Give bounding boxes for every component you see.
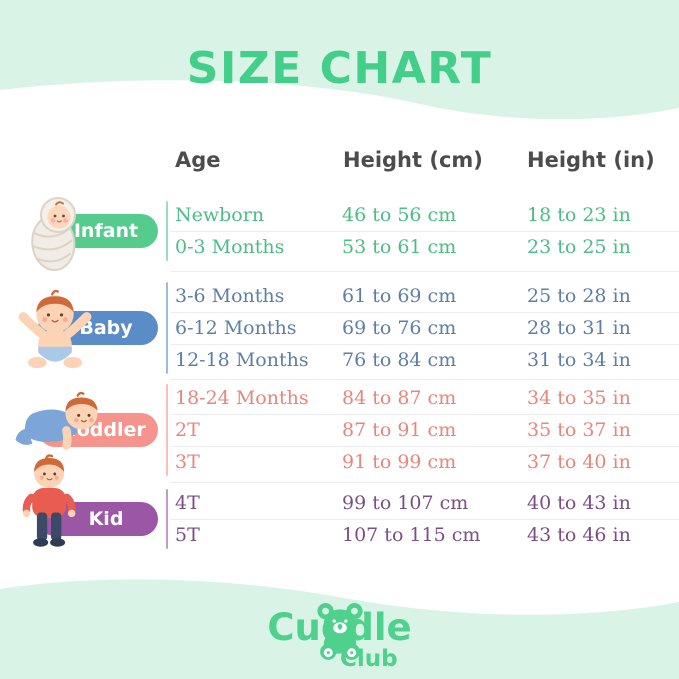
height-in-cell: 18 to 23 in bbox=[527, 204, 631, 226]
table-row: 3-6 Months 61 to 69 cm 25 to 28 in bbox=[0, 280, 679, 312]
group-label-pill: Baby bbox=[38, 311, 158, 345]
table-row: 4T 99 to 107 cm 40 to 43 in bbox=[0, 487, 679, 519]
height-in-cell: 37 to 40 in bbox=[527, 451, 631, 473]
group-accent-line bbox=[166, 201, 168, 261]
table-row: 0-3 Months 53 to 61 cm 23 to 25 in bbox=[0, 231, 679, 263]
crawling-toddler-illustration bbox=[8, 387, 106, 455]
size-group-toddler: Toddler 18-24 Months 84 to 87 cm 34 to 35 i… bbox=[0, 382, 679, 478]
group-accent-line bbox=[166, 384, 168, 476]
age-cell: 6-12 Months bbox=[175, 317, 297, 339]
age-cell: 3T bbox=[175, 451, 200, 473]
table-row: Newborn 46 to 56 cm 18 to 23 in bbox=[0, 199, 679, 231]
age-cell: 5T bbox=[175, 524, 200, 546]
standing-kid-illustration bbox=[20, 454, 82, 554]
table-row: 5T 107 to 115 cm 43 to 46 in bbox=[0, 519, 679, 551]
height-in-cell: 35 to 37 in bbox=[527, 419, 631, 441]
group-badge-kid: Kid bbox=[0, 454, 170, 547]
table-row: 2T 87 to 91 cm 35 to 37 in bbox=[0, 414, 679, 446]
page-title: SIZE CHART bbox=[186, 43, 493, 95]
column-header-age: Age bbox=[175, 148, 221, 172]
column-header-height-in: Height (in) bbox=[527, 148, 655, 172]
column-header-height-cm: Height (cm) bbox=[343, 148, 483, 172]
age-cell: 4T bbox=[175, 492, 200, 514]
age-cell: 2T bbox=[175, 419, 200, 441]
height-cm-cell: 61 to 69 cm bbox=[342, 285, 457, 307]
brand-logo: Cuddle Club bbox=[0, 601, 679, 671]
group-divider bbox=[170, 379, 679, 380]
top-wave-decoration bbox=[0, 0, 679, 120]
swaddled-baby-illustration bbox=[16, 190, 94, 278]
group-divider bbox=[170, 482, 679, 483]
group-badge-infant: Infant bbox=[0, 197, 170, 272]
table-row: 6-12 Months 69 to 76 cm 28 to 31 in bbox=[0, 312, 679, 344]
height-in-cell: 23 to 25 in bbox=[527, 236, 631, 258]
age-cell: 18-24 Months bbox=[175, 387, 309, 409]
height-cm-cell: 46 to 56 cm bbox=[342, 204, 457, 226]
height-cm-cell: 76 to 84 cm bbox=[342, 349, 457, 371]
height-cm-cell: 69 to 76 cm bbox=[342, 317, 457, 339]
teddy-bear-icon bbox=[312, 601, 368, 661]
height-in-cell: 43 to 46 in bbox=[527, 524, 631, 546]
height-cm-cell: 84 to 87 cm bbox=[342, 387, 457, 409]
size-group-baby: Baby 3-6 Months 61 to 69 cm 25 to 28 in 6-12… bbox=[0, 280, 679, 376]
height-cm-cell: 107 to 115 cm bbox=[342, 524, 481, 546]
height-cm-cell: 99 to 107 cm bbox=[342, 492, 469, 514]
size-group-infant: Infant Newborn 46 to 56 cm 18 to 23 in 0-3 M… bbox=[0, 197, 679, 272]
age-cell: Newborn bbox=[175, 204, 265, 226]
age-cell: 12-18 Months bbox=[175, 349, 309, 371]
table-row: 12-18 Months 76 to 84 cm 31 to 34 in bbox=[0, 344, 679, 376]
age-cell: 0-3 Months bbox=[175, 236, 285, 258]
height-in-cell: 28 to 31 in bbox=[527, 317, 631, 339]
height-cm-cell: 91 to 99 cm bbox=[342, 451, 457, 473]
group-accent-line bbox=[166, 489, 168, 549]
height-in-cell: 34 to 35 in bbox=[527, 387, 631, 409]
height-in-cell: 25 to 28 in bbox=[527, 285, 631, 307]
height-cm-cell: 53 to 61 cm bbox=[342, 236, 457, 258]
table-row: 18-24 Months 84 to 87 cm 34 to 35 in bbox=[0, 382, 679, 414]
height-in-cell: 31 to 34 in bbox=[527, 349, 631, 371]
height-cm-cell: 87 to 91 cm bbox=[342, 419, 457, 441]
table-row: 3T 91 to 99 cm 37 to 40 in bbox=[0, 446, 679, 478]
sitting-baby-illustration bbox=[12, 283, 98, 373]
size-group-kid: Kid 4T 99 to 107 cm 40 to 43 in 5T 107 to 115… bbox=[0, 454, 679, 551]
age-cell: 3-6 Months bbox=[175, 285, 285, 307]
group-badge-baby: Baby bbox=[0, 289, 170, 369]
group-divider bbox=[170, 271, 679, 272]
group-badge-toddler: Toddler bbox=[0, 391, 170, 450]
group-accent-line bbox=[166, 282, 168, 374]
height-in-cell: 40 to 43 in bbox=[527, 492, 631, 514]
